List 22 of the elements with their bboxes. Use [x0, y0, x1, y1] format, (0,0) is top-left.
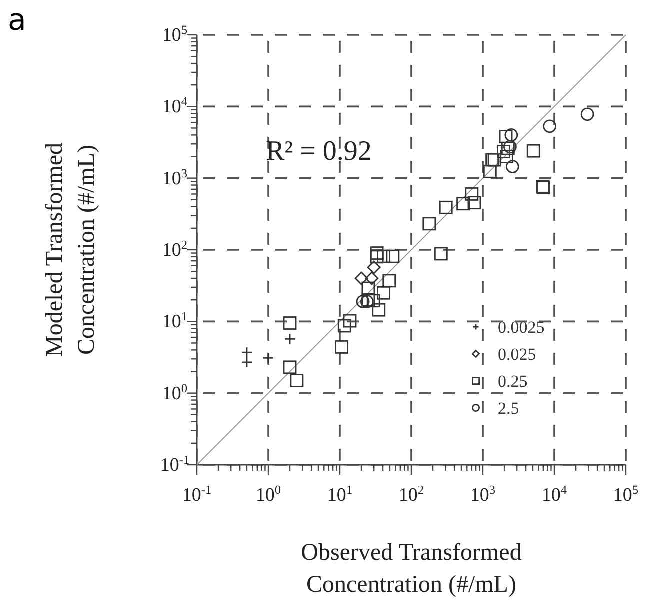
x-axis-title: Observed Transformed Concentration (#/mL): [301, 540, 522, 598]
x-tick-label: 10$^{2}$: [398, 483, 424, 506]
legend-label: 0.025: [498, 345, 536, 364]
x-tick-label: 10$^{1}$: [327, 483, 353, 506]
x-tick-label: 10$^{4}$: [542, 483, 568, 506]
y-tick-label: 10$^{2}$: [162, 238, 188, 261]
legend-label: 2.5: [498, 399, 520, 418]
y-tick-label: 10$^{0}$: [162, 381, 188, 404]
y-axis-title: Modeled Transformed Concentration (#/mL): [42, 143, 100, 357]
annotation: R² = 0.92: [266, 136, 372, 167]
legend-label: 0.25: [498, 372, 528, 391]
y-tick-label: 10$^{1}$: [162, 310, 188, 333]
legend-label: 0.0025: [498, 318, 545, 337]
y-tick-label: 10$^{5}$: [162, 23, 188, 46]
y-tick-label: 10$^{3}$: [162, 166, 188, 190]
x-tick-label: 10$^{5}$: [613, 483, 639, 506]
x-tick-label: 10$^{0}$: [256, 483, 282, 506]
x-tick-label: 10$^{-1}$: [182, 483, 212, 506]
chart-title: a: [8, 3, 26, 38]
y-tick-label: 10$^{-1}$: [160, 453, 190, 476]
x-tick-label: 10$^{3}$: [470, 483, 496, 506]
y-tick-label: 10$^{4}$: [162, 94, 188, 118]
